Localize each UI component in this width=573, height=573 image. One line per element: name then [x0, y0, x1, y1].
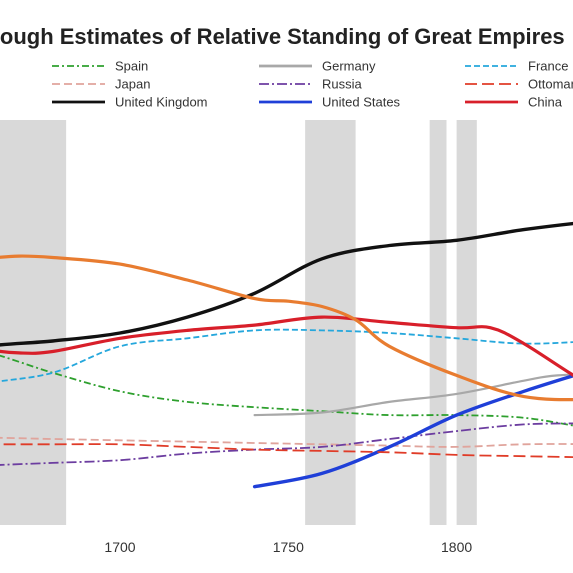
shaded-period-2 — [429, 120, 447, 525]
series-line-france — [0, 328, 573, 383]
legend-label-japan: Japan — [115, 77, 150, 92]
legend-label-united-states: United States — [322, 95, 401, 110]
series-line-united-kingdom — [0, 221, 573, 347]
x-tick-label-1700: 1700 — [104, 539, 135, 555]
legend-label-france: France — [528, 59, 568, 74]
legend-label-spain: Spain — [115, 59, 148, 74]
legend: Spain Japan United Kingdom Germany Russia Uni… — [52, 59, 573, 110]
series-line-russia — [0, 422, 573, 466]
shaded-period-3 — [456, 120, 477, 525]
shaded-periods — [0, 120, 477, 525]
legend-label-china: China — [528, 95, 563, 110]
series-line-japan — [0, 436, 573, 448]
x-tick-label-1800: 1800 — [441, 539, 472, 555]
plot-area — [0, 120, 573, 525]
legend-label-russia: Russia — [322, 77, 363, 92]
series-line-dutch — [0, 254, 573, 402]
x-tick-label-1750: 1750 — [273, 539, 304, 555]
series-line-united-states — [252, 374, 573, 489]
shaded-period-0 — [0, 120, 67, 525]
legend-label-germany: Germany — [322, 59, 376, 74]
chart-title: Rough Estimates of Relative Standing of … — [0, 24, 565, 49]
shaded-period-1 — [305, 120, 356, 525]
legend-label-united-kingdom: United Kingdom — [115, 95, 208, 110]
series-line-germany — [253, 373, 573, 417]
legend-label-ottoman: Ottoman — [528, 77, 573, 92]
series-line-ottoman — [0, 443, 573, 459]
series-lines — [0, 221, 573, 489]
x-axis: 1650170017501800185019001950 — [104, 539, 472, 555]
series-line-china — [0, 315, 573, 377]
